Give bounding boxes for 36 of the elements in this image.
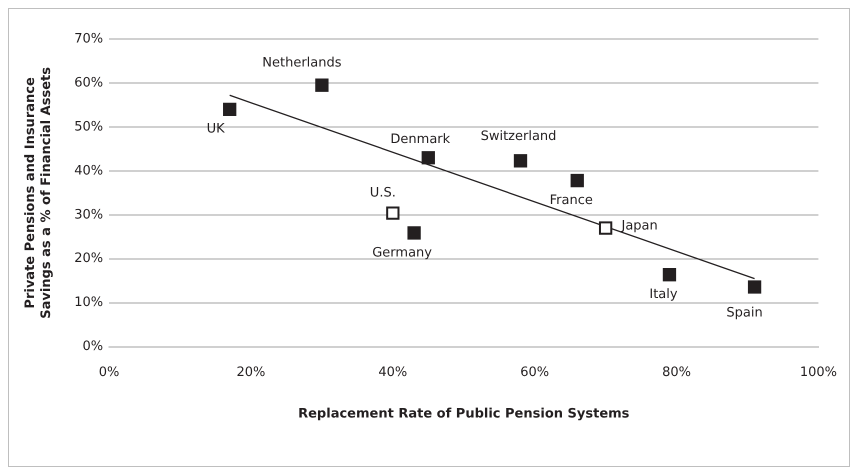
annotation: U.S.: [370, 186, 396, 200]
x-tick-label: 100%: [800, 364, 838, 380]
y-tick-label: 60%: [74, 75, 104, 90]
y-axis-title: Private Pensions and Insurance Savings as a % of Financial Assets: [23, 66, 54, 319]
point: [662, 268, 676, 282]
y-tick-label: 50%: [74, 119, 104, 134]
annotation: Spain: [726, 305, 763, 320]
x-tick-label: 80%: [662, 364, 692, 380]
annotation: Germany: [372, 245, 432, 260]
annotation: Italy: [649, 287, 678, 302]
point: [386, 206, 400, 220]
annotation: Switzerland: [480, 129, 556, 144]
y-tick-label: 10%: [74, 295, 104, 310]
point: [570, 174, 584, 188]
annotation: Japan: [620, 218, 658, 234]
y-tick-label: 70%: [74, 31, 104, 46]
y-tick-label: 20%: [74, 251, 104, 266]
point: [223, 102, 236, 116]
point: [407, 226, 421, 240]
y-tick-label: 0%: [82, 339, 104, 354]
annotation: Netherlands: [262, 56, 342, 71]
x-tick-label: 0%: [98, 364, 120, 380]
annotation: France: [550, 192, 593, 208]
point: [598, 221, 612, 235]
point: [514, 154, 528, 168]
annotation: Denmark: [390, 132, 451, 148]
point: [315, 78, 329, 92]
y-tick-label: 30%: [74, 207, 104, 222]
point: [422, 151, 435, 164]
annotation: UK: [206, 122, 226, 137]
x-tick-label: 20%: [236, 364, 266, 380]
x-tick-label: 60%: [520, 364, 550, 380]
point: [748, 280, 762, 294]
x-tick-label: 40%: [378, 364, 408, 380]
x-axis-title: Replacement Rate of Public Pension Systems: [298, 406, 630, 422]
y-tick-label: 40%: [74, 163, 104, 178]
